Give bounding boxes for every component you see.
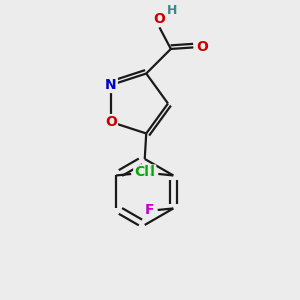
Text: O: O — [153, 12, 165, 26]
Text: O: O — [105, 115, 117, 129]
Text: F: F — [145, 203, 154, 217]
Text: H: H — [167, 4, 177, 17]
Text: Cl: Cl — [134, 166, 149, 179]
Text: Cl: Cl — [140, 166, 155, 179]
Text: N: N — [105, 78, 117, 92]
Text: O: O — [196, 40, 208, 54]
